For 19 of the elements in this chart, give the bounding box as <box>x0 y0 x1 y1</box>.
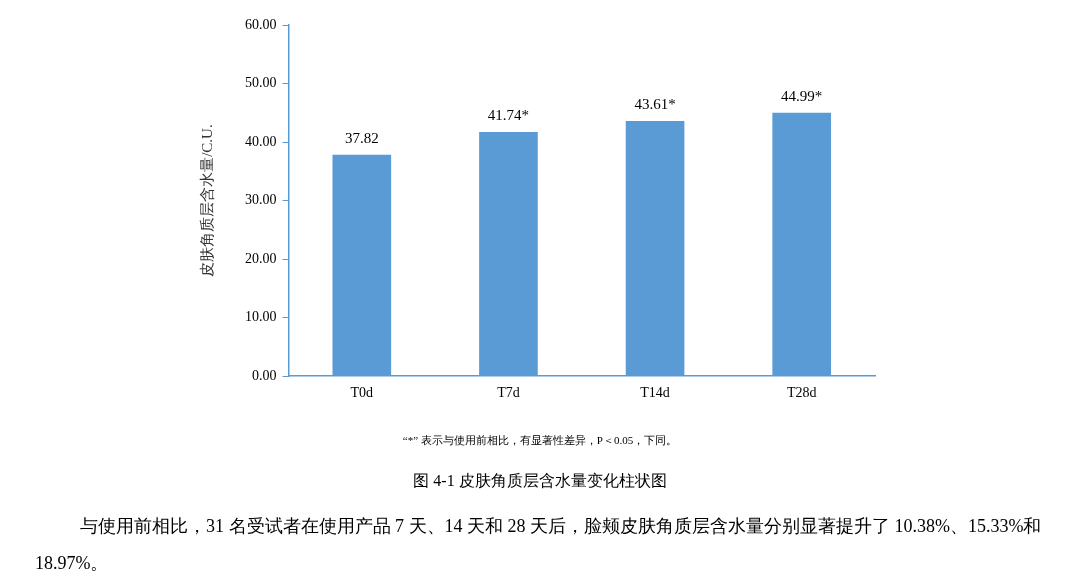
y-tick-label: 0.00 <box>252 367 277 383</box>
y-tick-label: 60.00 <box>245 16 277 32</box>
y-tick-label: 40.00 <box>245 133 277 149</box>
data-label: 37.82 <box>344 130 379 147</box>
y-tick-label: 30.00 <box>245 192 277 208</box>
y-axis-title: 皮肤角质层含水量/C.U. <box>198 124 215 277</box>
x-tick-label: T28d <box>786 385 817 401</box>
data-label: 44.99* <box>781 88 823 105</box>
data-label: 41.74* <box>487 107 530 124</box>
text: 与使用前相比，31 名受试者在使用产品 7 天、14 天和 28 天后，脸颊皮肤角质层含水量分别显著提升了 10.38%、15.33%和 18.97%。 <box>35 515 1043 575</box>
x-tick-label: T0d <box>350 385 374 401</box>
caption: 图 4-1 皮肤角质层含水量变化柱状图 <box>412 471 668 491</box>
x-tick-label: T7d <box>497 385 520 401</box>
y-tick-label: 50.00 <box>245 75 277 91</box>
x-tick-label: T14d <box>640 385 670 401</box>
data-label: 43.61* <box>634 96 676 113</box>
text: “*” 表示与使用前相比，有显著性差异，P＜0.05，下同。 <box>401 433 679 448</box>
y-tick-label: 20.00 <box>245 250 277 266</box>
y-tick-label: 10.00 <box>245 309 277 325</box>
